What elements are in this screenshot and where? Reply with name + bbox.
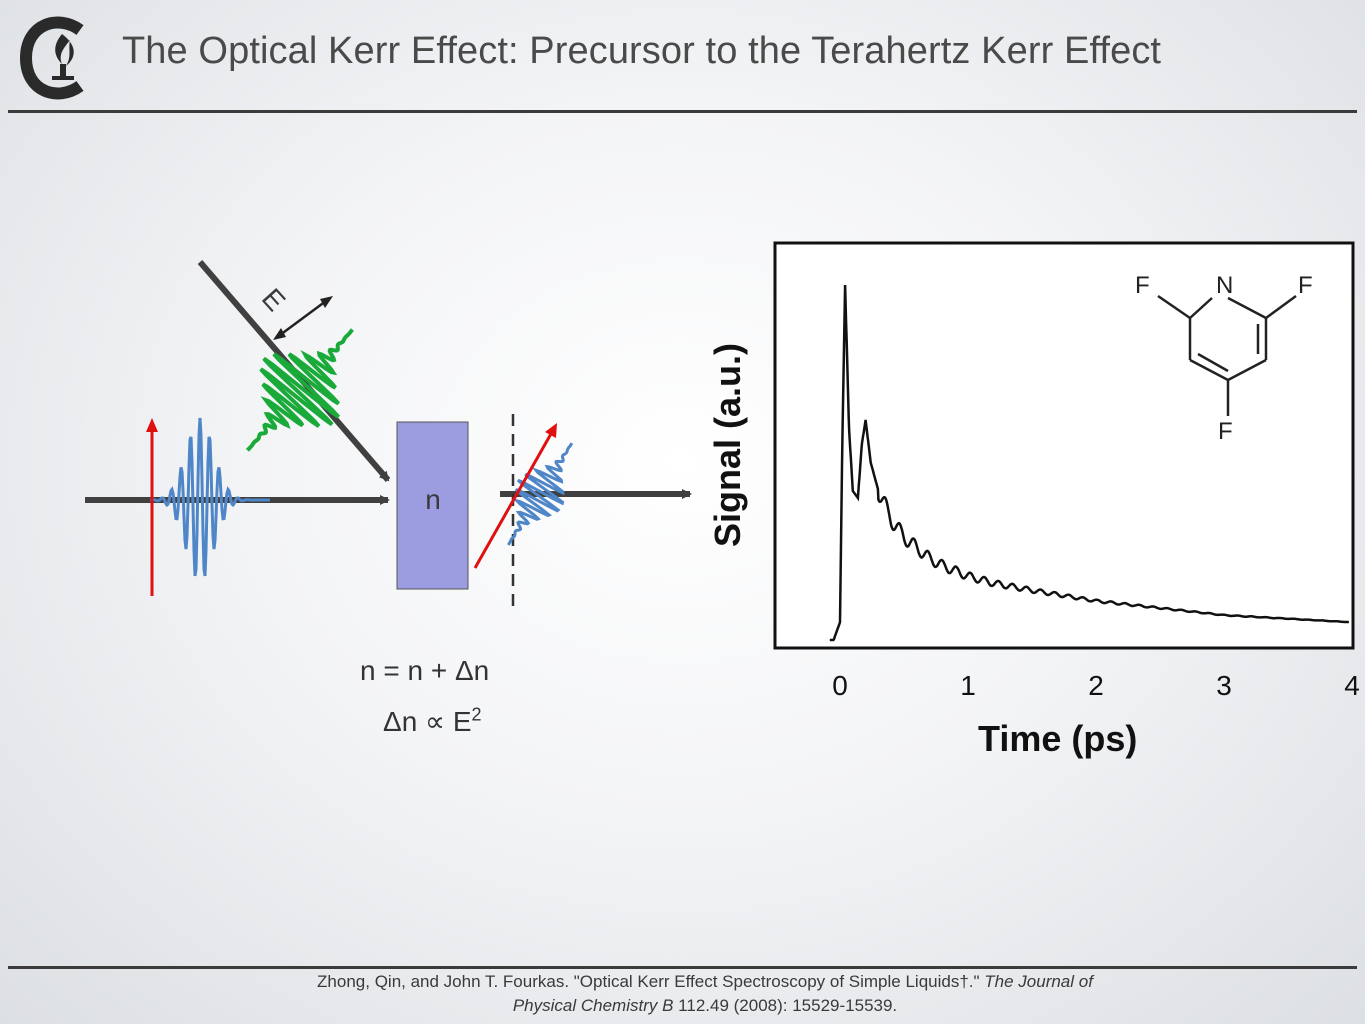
atom-n: N [1216,272,1234,299]
footer-divider [8,966,1357,969]
kerr-medium-sample [396,421,469,590]
y-axis-label-text: Signal (a.u.) [707,342,748,548]
citation-authors-title: Zhong, Qin, and John T. Fourkas. "Optica… [317,972,985,991]
equation-base: Δn ∝ E [383,706,472,737]
atom-f-right: F [1298,272,1313,299]
pump-wave-packet [245,328,354,452]
probe-wave-packet [149,417,270,577]
equation-index-change: n = n + Δn [360,655,490,686]
signal-plot [773,241,1355,650]
x-tick-label: 2 [1088,670,1104,701]
page-title: The Optical Kerr Effect: Precursor to th… [122,30,1162,72]
x-tick-label: 1 [960,670,976,701]
citation-line-1: Zhong, Qin, and John T. Fourkas. "Optica… [100,970,1310,994]
citation-journal-part1: The Journal of [984,972,1093,991]
header-divider [8,110,1357,113]
molecule-structure [1157,294,1297,416]
citation-journal-part2: Physical Chemistry B [512,996,674,1015]
output-polarization-arrow [473,431,554,569]
equation-kerr-proportionality: Δn ∝ E2 [383,705,482,738]
atom-f-left: F [1135,272,1150,299]
field-double-arrow [275,296,331,340]
plot-frame [773,241,1355,650]
x-tick-label: 3 [1216,670,1232,701]
x-tick-label: 4 [1344,670,1360,701]
sample-refractive-index-label: n [425,484,441,515]
citation: Zhong, Qin, and John T. Fourkas. "Optica… [100,970,1310,1018]
x-axis-label: Time (ps) [978,718,1138,759]
signal-trace [829,284,1349,642]
x-tick-label: 0 [832,670,848,701]
output-wave-packet [507,442,574,546]
citation-volume-pages: 112.49 (2008): 15529-15539. [673,996,898,1015]
university-flame-logo-icon [19,16,84,100]
atom-f-bottom: F [1218,418,1233,445]
equation-exponent: 2 [471,704,482,725]
citation-line-2: Physical Chemistry B 112.49 (2008): 1552… [100,994,1310,1018]
